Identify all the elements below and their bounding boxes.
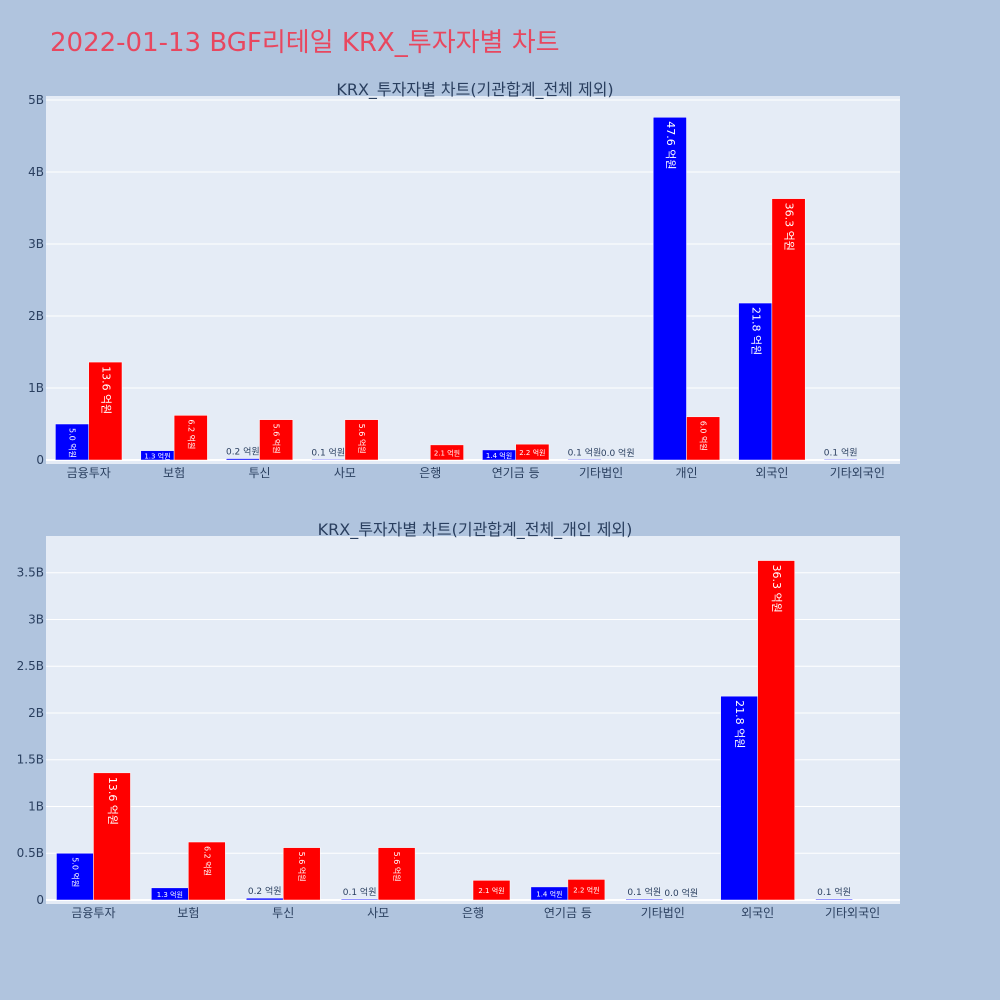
x-tick-label: 사모: [334, 466, 356, 480]
bar-series-b: [88, 361, 123, 461]
data-label: 6.2 억원: [186, 419, 196, 449]
bar-series-a: [815, 898, 853, 901]
x-tick-label: 보험: [163, 466, 185, 480]
data-label: 5.6 억원: [392, 852, 402, 882]
bar-series-a: [225, 458, 260, 461]
bar-series-b: [282, 847, 321, 901]
y-tick-label: 0: [36, 453, 44, 467]
bar-series-a: [311, 459, 346, 461]
bar-series-b: [472, 880, 511, 901]
data-label: 1.4 억원: [486, 451, 512, 460]
bar-series-b: [344, 419, 379, 461]
bar-series-b: [771, 198, 806, 461]
bar-series-a: [652, 117, 687, 461]
bar-series-b: [93, 772, 131, 901]
data-label: 2.2 억원: [519, 448, 545, 457]
data-label: 0.1 억원: [311, 446, 345, 458]
bar-series-b: [377, 847, 416, 901]
page-title: 2022-01-13 BGF리테일 KRX_투자자별 차트: [50, 28, 560, 58]
x-tick-label: 기타외국인: [830, 466, 885, 480]
bar-series-a: [340, 898, 379, 901]
data-label: 5.6 억원: [272, 424, 282, 454]
x-tick-label: 보험: [177, 906, 199, 920]
x-tick-label: 개인: [675, 466, 697, 480]
data-label: 0.1 억원: [627, 886, 661, 898]
y-tick-label: 3B: [28, 237, 44, 251]
bar-series-b: [567, 879, 606, 901]
y-tick-label: 4B: [28, 165, 44, 179]
bar-series-b: [515, 443, 550, 461]
x-tick-label: 은행: [419, 465, 441, 480]
data-label: 0.2 억원: [248, 885, 282, 897]
data-label: 5.0 억원: [68, 428, 78, 458]
data-label: 5.0 억원: [70, 857, 80, 887]
y-tick-label: 2B: [28, 706, 44, 720]
data-label: 36.3 억원: [783, 203, 796, 251]
x-tick-label: 투신: [272, 906, 294, 920]
bar-series-a: [56, 852, 94, 901]
y-tick-label: 0.5B: [17, 846, 44, 860]
bar-series-b: [430, 444, 464, 461]
data-label: 2.1 억원: [478, 886, 504, 895]
data-label: 0.0 억원: [601, 447, 635, 459]
x-tick-label: 사모: [367, 906, 389, 920]
x-tick-label: 금융투자: [71, 906, 115, 920]
chart-title: KRX_투자자별 차트(기관합계_전체 제외): [336, 80, 613, 100]
data-label: 36.3 억원: [770, 565, 783, 613]
y-tick-label: 2B: [28, 309, 44, 323]
chart-title: KRX_투자자별 차트(기관합계_전체_개인 제외): [318, 520, 633, 540]
x-tick-label: 외국인: [755, 466, 788, 480]
data-label: 47.6 억원: [664, 121, 677, 169]
data-label: 1.3 억원: [144, 451, 170, 460]
data-label: 0.1 억원: [817, 886, 851, 898]
data-label: 0.1 억원: [343, 886, 377, 898]
bar-series-a: [738, 302, 773, 461]
data-label: 0.1 억원: [824, 446, 858, 458]
x-tick-label: 외국인: [741, 906, 774, 920]
bar-series-b: [259, 419, 294, 461]
y-tick-label: 5B: [28, 93, 44, 107]
data-label: 0.1 억원: [568, 446, 602, 458]
data-label: 21.8 억원: [733, 700, 746, 748]
bar-series-b: [188, 841, 226, 901]
y-tick-label: 3B: [28, 612, 44, 626]
data-label: 5.6 억원: [357, 424, 367, 454]
y-tick-label: 3.5B: [17, 566, 44, 580]
y-tick-label: 1.5B: [17, 753, 44, 767]
y-tick-label: 1B: [28, 381, 44, 395]
x-tick-label: 투신: [248, 466, 270, 480]
y-tick-label: 1B: [28, 799, 44, 813]
bar-series-a: [720, 695, 758, 901]
data-label: 5.6 억원: [297, 852, 307, 882]
data-label: 13.6 억원: [99, 366, 112, 414]
data-label: 0.2 억원: [226, 446, 260, 458]
x-tick-label: 기타법인: [579, 466, 623, 480]
data-label: 2.1 억원: [434, 448, 460, 457]
data-label: 6.2 억원: [202, 846, 212, 876]
x-tick-label: 기타법인: [641, 906, 685, 920]
x-tick-label: 연기금 등: [544, 906, 592, 920]
y-tick-label: 0: [36, 893, 44, 907]
data-label: 13.6 억원: [106, 777, 119, 825]
data-label: 6.0 억원: [699, 421, 709, 451]
x-tick-label: 은행: [462, 905, 484, 920]
data-label: 2.2 억원: [573, 886, 599, 895]
data-label: 1.3 억원: [157, 890, 183, 899]
x-tick-label: 연기금 등: [492, 466, 540, 480]
bar-series-b: [173, 415, 208, 461]
bar-series-a: [55, 423, 89, 461]
bar-series-a: [567, 459, 602, 461]
bar-series-b: [757, 560, 795, 901]
data-label: 1.4 억원: [536, 889, 562, 898]
x-tick-label: 금융투자: [67, 466, 111, 480]
bar-series-b: [686, 416, 721, 461]
y-tick-label: 2.5B: [17, 659, 44, 673]
bar-series-a: [823, 459, 858, 461]
data-label: 0.0 억원: [664, 887, 698, 899]
bar-series-a: [625, 898, 664, 901]
bar-series-a: [245, 897, 284, 901]
x-tick-label: 기타외국인: [825, 906, 880, 920]
data-label: 21.8 억원: [749, 307, 762, 355]
